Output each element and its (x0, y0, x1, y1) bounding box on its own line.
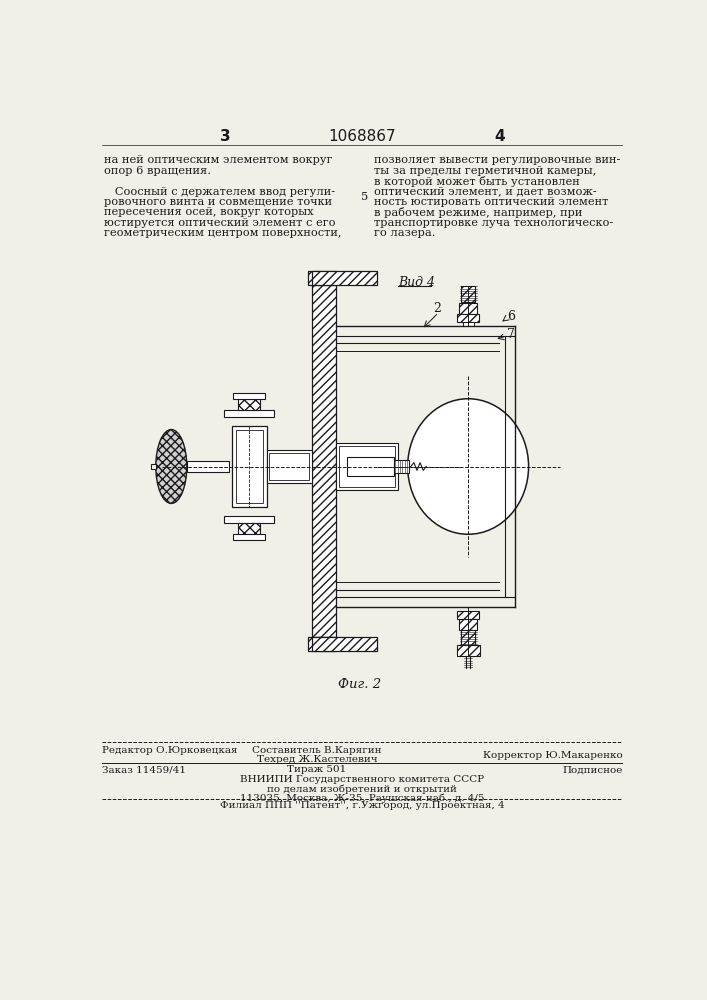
Bar (312, 271, 378, 285)
Text: 2: 2 (433, 302, 441, 315)
Bar (457, 645, 480, 656)
Text: Тираж 501: Тираж 501 (287, 765, 346, 774)
Text: по делам изобретений и открытий: по делам изобретений и открытий (267, 785, 457, 794)
Text: Соосный с держателем ввод регули-: Соосный с держателем ввод регули- (104, 187, 335, 197)
Text: 3: 3 (221, 129, 231, 144)
Bar (235, 430, 263, 503)
Text: ровочного винта и совмещение точки: ровочного винта и совмещение точки (104, 197, 332, 207)
Text: в которой может быть установлен: в которой может быть установлен (373, 176, 579, 187)
Text: Подписное: Подписное (562, 765, 622, 774)
Text: 6: 6 (507, 310, 515, 323)
Bar (337, 443, 398, 490)
Text: опор 6 вращения.: опор 6 вращения. (104, 166, 211, 176)
Bar (394, 460, 409, 473)
Text: на ней оптическим элементом вокруг: на ней оптическим элементом вокруг (104, 155, 332, 165)
Text: Заказ 11459/41: Заказ 11459/41 (103, 765, 187, 774)
Ellipse shape (156, 430, 187, 503)
Bar (238, 399, 260, 410)
Bar (267, 450, 312, 483)
Bar (224, 410, 274, 417)
Text: геометрическим центром поверхности,: геометрическим центром поверхности, (104, 228, 341, 238)
Text: Корректор Ю.Макаренко: Корректор Ю.Макаренко (483, 751, 622, 760)
Text: 7: 7 (507, 328, 515, 341)
Text: 113035, Москва, Ж-35, Раушская наб., д. 4/5: 113035, Москва, Ж-35, Раушская наб., д. … (240, 794, 484, 803)
Bar (457, 611, 479, 619)
Text: Филиал ППП ''Патент'', г.Ужгород, ул.Проектная, 4: Филиал ППП ''Патент'', г.Ужгород, ул.Про… (220, 801, 504, 810)
Bar (187, 461, 230, 472)
Bar (233, 393, 265, 399)
Bar (312, 285, 337, 637)
Text: ность юстировать оптический элемент: ность юстировать оптический элемент (373, 197, 608, 207)
Text: оптический элемент, и дает возмож-: оптический элемент, и дает возмож- (373, 187, 596, 197)
Bar (151, 464, 156, 469)
Bar (269, 453, 309, 480)
Text: позволяет вывести регулировочные вин-: позволяет вывести регулировочные вин- (373, 155, 620, 165)
Bar (308, 271, 337, 285)
Bar (224, 516, 274, 523)
Bar (459, 303, 477, 314)
Text: юстируется оптический элемент с его: юстируется оптический элемент с его (104, 218, 335, 228)
Text: транспортировке луча технологическо-: транспортировке луча технологическо- (373, 218, 613, 228)
Text: Фиг. 2: Фиг. 2 (338, 678, 381, 691)
Bar (339, 446, 395, 487)
Bar (238, 523, 260, 534)
Bar (457, 314, 479, 322)
Text: 5: 5 (361, 192, 368, 202)
Bar (308, 637, 337, 651)
Bar (232, 426, 267, 507)
Bar (233, 534, 265, 540)
Bar (347, 457, 394, 476)
Bar (462, 322, 474, 326)
Text: Редактор О.Юрковецкая: Редактор О.Юрковецкая (103, 746, 238, 755)
Text: пересечения осей, вокруг которых: пересечения осей, вокруг которых (104, 207, 313, 217)
Text: Техред Ж.Кастелевич: Техред Ж.Кастелевич (257, 755, 378, 764)
Bar (461, 630, 475, 645)
Bar (312, 637, 378, 651)
Ellipse shape (408, 399, 529, 534)
Text: ты за пределы герметичной камеры,: ты за пределы герметичной камеры, (373, 166, 596, 176)
Text: го лазера.: го лазера. (373, 228, 435, 238)
Text: ВНИИПИ Государственного комитета СССР: ВНИИПИ Государственного комитета СССР (240, 775, 484, 784)
Text: Составитель В.Карягин: Составитель В.Карягин (252, 746, 382, 755)
Text: Вид 4: Вид 4 (398, 276, 436, 289)
Bar (459, 619, 477, 630)
Bar (461, 286, 475, 302)
Text: 4: 4 (493, 129, 504, 144)
Text: в рабочем режиме, например, при: в рабочем режиме, например, при (373, 207, 582, 218)
Text: 1068867: 1068867 (328, 129, 396, 144)
